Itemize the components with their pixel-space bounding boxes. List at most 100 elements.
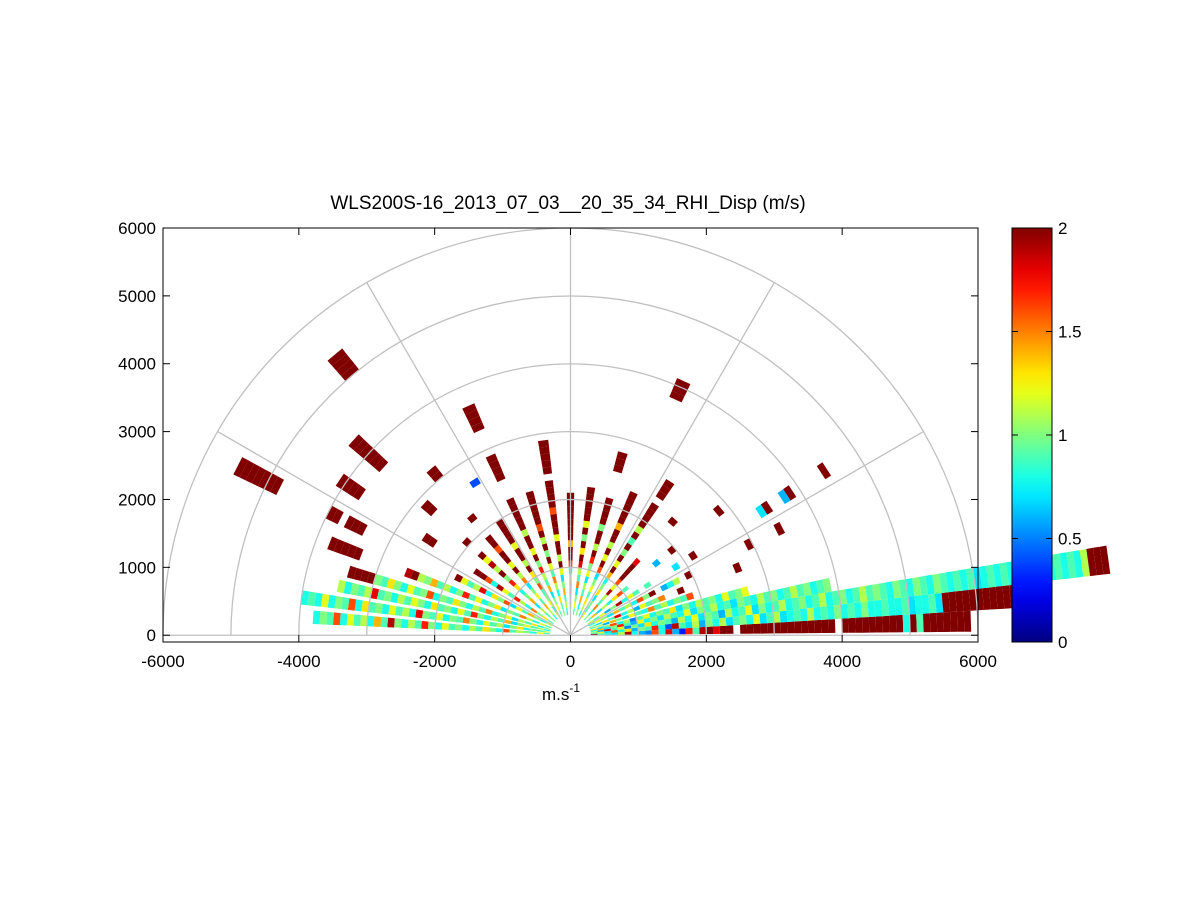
data-cell-b0-g33 xyxy=(794,621,802,634)
data-cell-b24-g7 xyxy=(519,614,527,620)
data-cell-b19-g13 xyxy=(518,553,526,562)
data-cell-b28-g11 xyxy=(489,627,497,632)
data-cell-b0-g44 xyxy=(868,616,877,633)
data-cell-b16-g5 xyxy=(563,594,567,602)
data-cell-b1-g61 xyxy=(982,587,991,610)
data-cell-b8-g13 xyxy=(643,581,652,590)
data-cell-b26-g32 xyxy=(350,582,360,596)
data-cell-b0-g28 xyxy=(760,623,768,634)
data-cell-b11-g11 xyxy=(609,565,617,574)
data-cell-b2-g46 xyxy=(878,582,888,600)
data-cell-b13-g17 xyxy=(599,516,608,526)
colorbar-gradient xyxy=(1011,227,1053,643)
data-cell-b27-g6 xyxy=(523,627,531,631)
data-cell-b20-g6 xyxy=(539,598,546,605)
data-cell-b18-g5 xyxy=(553,597,558,605)
data-cell-b9-g7 xyxy=(606,599,613,606)
data-cell-b25-g26 xyxy=(393,580,403,591)
spoke-150deg xyxy=(217,431,571,636)
data-cell-b5-g18 xyxy=(685,592,695,601)
data-cell-b20-g10 xyxy=(521,576,529,585)
data-cell-b12-g21 xyxy=(625,497,635,507)
data-cell-b12-g9 xyxy=(593,572,600,581)
data-cell-b28-g35 xyxy=(326,611,334,625)
data-cell-b19-g5 xyxy=(548,600,554,607)
data-cell-b2-g34 xyxy=(798,596,807,610)
data-cell-b28-g24 xyxy=(400,619,409,629)
data-cell-b27-g11 xyxy=(489,621,497,627)
data-cell-b10-g22 xyxy=(667,516,678,527)
data-cell-b14-g17 xyxy=(583,513,591,522)
data-cell-b12-g22 xyxy=(627,491,638,501)
data-cell-b27-g27 xyxy=(381,603,390,615)
data-cell-b27-g3 xyxy=(543,630,551,633)
data-cell-b13-g14 xyxy=(594,536,602,545)
data-cell-b11-g8 xyxy=(598,583,606,591)
data-cell-b2-g73 xyxy=(1059,552,1070,580)
data-cell-b25-g20 xyxy=(432,592,441,602)
data-cell-b12-g5 xyxy=(583,597,588,605)
data-cell-b0-g12 xyxy=(651,629,659,635)
data-cell-b24-g25 xyxy=(404,567,414,579)
data-cell-b7-g6 xyxy=(606,612,614,618)
data-cell-b4-g12 xyxy=(649,611,657,618)
data-cell-b3-g33 xyxy=(789,585,799,599)
data-cell-b10-g14 xyxy=(632,557,641,567)
data-cell-b9-g28 xyxy=(712,504,725,517)
data-cell-b5-g9 xyxy=(628,612,636,618)
data-cell-b8-g5 xyxy=(598,612,606,618)
data-cell-b6-g6 xyxy=(607,616,615,621)
data-cell-b1-g39 xyxy=(833,604,842,620)
data-cell-b2-g79 xyxy=(1099,545,1111,575)
data-cell-b6-g17 xyxy=(676,586,685,595)
y-tick-label: 2000 xyxy=(118,490,156,509)
data-cell-b25-g24 xyxy=(406,584,415,595)
data-cell-b3-g14 xyxy=(663,613,671,620)
data-cell-b18-g11 xyxy=(535,560,542,568)
data-cell-b7-g34 xyxy=(773,521,786,536)
data-cell-b7-g4 xyxy=(594,619,602,624)
data-cell-b27-g35 xyxy=(327,594,337,609)
data-cell-b1-g50 xyxy=(907,596,917,615)
data-cell-b21-g40 xyxy=(358,443,374,459)
data-cell-b24-g6 xyxy=(525,617,533,622)
data-cell-b9-g6 xyxy=(601,603,608,610)
data-cell-b0-g25 xyxy=(740,624,748,634)
data-cell-b7-g13 xyxy=(648,589,657,598)
data-cell-b23-g51 xyxy=(251,466,267,487)
data-cell-b2-g24 xyxy=(731,607,740,617)
data-cell-b6-g14 xyxy=(657,594,666,602)
data-cell-b8-g6 xyxy=(604,608,611,614)
data-cell-b28-g7 xyxy=(516,630,524,634)
data-cell-b14-g18 xyxy=(584,507,592,515)
data-cell-b1-g38 xyxy=(826,605,835,620)
data-cell-b23-g50 xyxy=(257,470,273,490)
data-cell-b27-g15 xyxy=(462,617,470,624)
data-cell-b3-g3 xyxy=(590,629,598,632)
data-cell-b27-g33 xyxy=(341,597,350,610)
data-cell-b26-g23 xyxy=(410,597,419,607)
data-cell-b9-g4 xyxy=(590,612,598,619)
data-cell-b21-g10 xyxy=(513,583,522,592)
data-cell-b20-g11 xyxy=(516,571,524,580)
data-cell-b8-g38 xyxy=(783,485,797,501)
data-cell-b2-g77 xyxy=(1086,547,1097,577)
data-cell-b17-g17 xyxy=(533,516,542,526)
data-cell-b1-g34 xyxy=(799,608,808,622)
data-cell-b25-g9 xyxy=(504,614,513,620)
data-cell-b10-g5 xyxy=(592,604,599,611)
data-cell-b28-g37 xyxy=(312,610,321,625)
data-cell-b23-g10 xyxy=(503,599,511,606)
data-cell-b4-g7 xyxy=(616,620,624,625)
data-cell-b3-g34 xyxy=(795,583,805,598)
data-cell-b25-g19 xyxy=(439,594,448,603)
data-cell-b2-g11 xyxy=(644,621,652,627)
data-cell-b27-g17 xyxy=(449,615,457,623)
data-cell-b0-g26 xyxy=(746,624,754,634)
data-cell-b0-g17 xyxy=(685,627,693,635)
data-cell-b16-g19 xyxy=(548,500,556,508)
data-cell-b21-g3 xyxy=(549,616,556,622)
data-cell-b3-g4 xyxy=(597,627,604,631)
data-cell-b3-g24 xyxy=(729,598,738,609)
